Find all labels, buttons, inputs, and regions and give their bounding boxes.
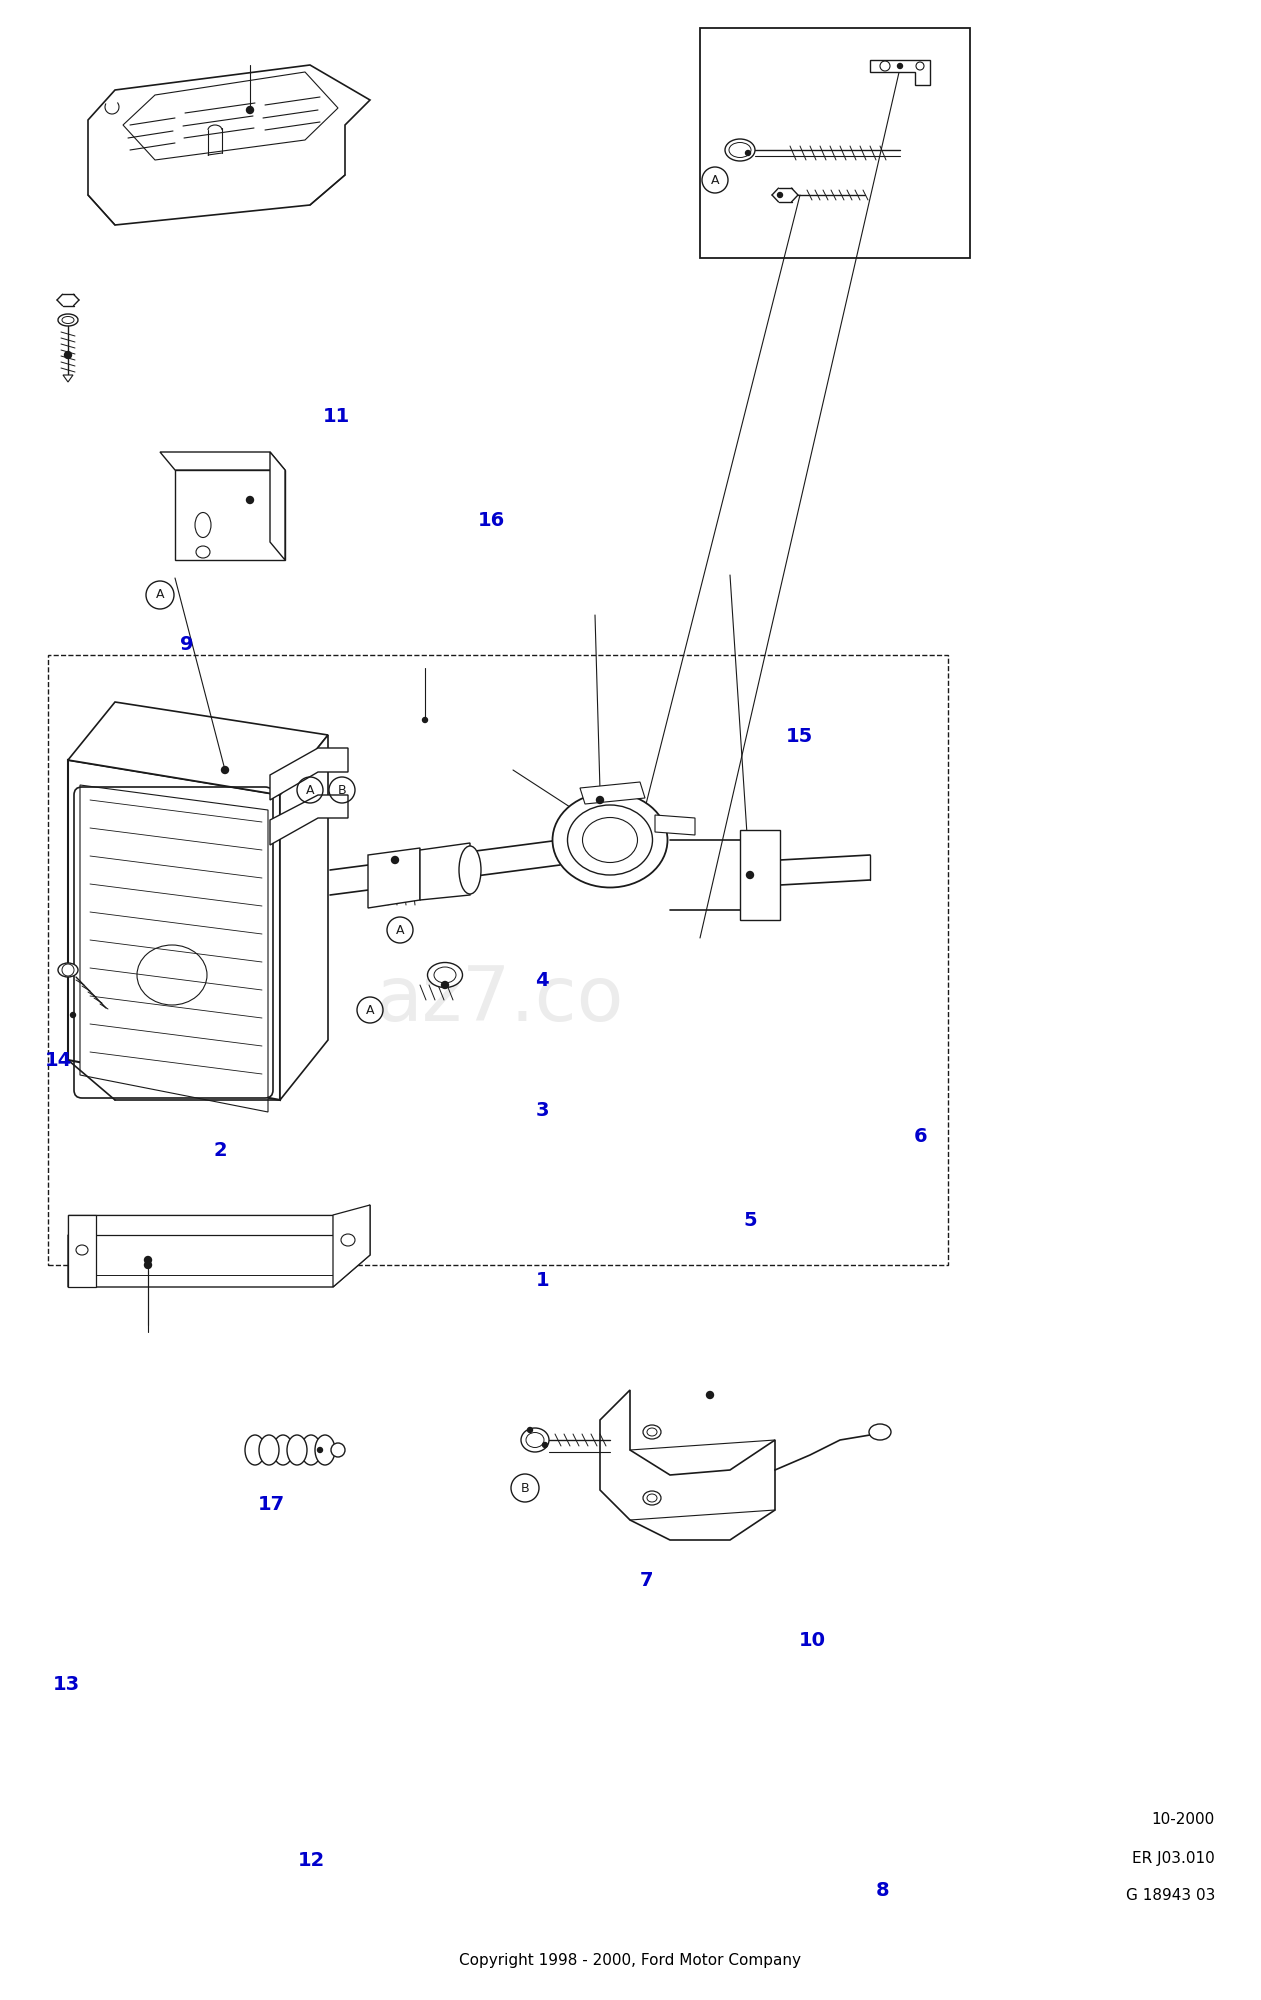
Ellipse shape [245,1436,265,1464]
Text: 9: 9 [180,634,193,654]
Text: 7: 7 [641,1570,653,1590]
Text: A: A [156,588,164,602]
Ellipse shape [301,1436,322,1464]
Text: az7.co: az7.co [376,964,624,1036]
Ellipse shape [259,1436,279,1464]
Circle shape [318,1448,323,1452]
Text: 11: 11 [323,406,351,426]
Text: 17: 17 [257,1494,285,1514]
Polygon shape [333,1204,369,1288]
Circle shape [222,766,228,774]
Ellipse shape [552,792,667,888]
Bar [700,28,970,258]
Polygon shape [654,816,695,836]
Polygon shape [420,844,470,900]
Text: Copyright 1998 - 2000, Ford Motor Company: Copyright 1998 - 2000, Ford Motor Compan… [459,1952,801,1968]
Circle shape [64,352,72,358]
Polygon shape [68,1204,369,1288]
Polygon shape [160,452,285,470]
Circle shape [246,106,253,114]
Polygon shape [740,830,781,920]
Ellipse shape [869,1424,892,1440]
Circle shape [527,1428,532,1432]
Text: 13: 13 [53,1674,81,1694]
Polygon shape [600,1390,776,1540]
Ellipse shape [288,1436,306,1464]
Polygon shape [368,848,420,908]
Circle shape [71,1012,76,1018]
Polygon shape [68,702,328,794]
Circle shape [145,1256,151,1264]
Ellipse shape [643,1492,661,1504]
Text: 16: 16 [478,510,506,530]
Circle shape [745,150,750,156]
Circle shape [246,496,253,504]
Text: B: B [338,784,347,796]
Ellipse shape [58,964,78,976]
Circle shape [391,856,398,864]
Text: 6: 6 [914,1126,927,1146]
Text: 10: 10 [798,1630,826,1650]
Text: A: A [305,784,314,796]
Ellipse shape [330,1444,346,1456]
Polygon shape [270,452,285,560]
Polygon shape [870,60,931,84]
Circle shape [778,192,783,198]
Bar [48,656,948,1266]
Polygon shape [580,782,644,804]
Text: G 18943 03: G 18943 03 [1126,1888,1216,1904]
Text: 8: 8 [876,1880,889,1900]
Text: 10-2000: 10-2000 [1151,1812,1216,1828]
Circle shape [145,1262,151,1268]
Text: A: A [396,924,405,936]
Polygon shape [68,1214,96,1288]
Circle shape [706,1392,714,1398]
Polygon shape [124,72,338,160]
Text: 14: 14 [44,1050,72,1070]
Text: 3: 3 [536,1100,549,1120]
Polygon shape [270,794,348,844]
Circle shape [747,872,754,878]
Ellipse shape [643,1424,661,1440]
Polygon shape [79,784,269,1112]
Polygon shape [270,748,348,800]
Polygon shape [63,376,73,382]
Text: ER J03.010: ER J03.010 [1132,1850,1216,1866]
Ellipse shape [427,962,463,988]
Text: A: A [711,174,719,186]
Polygon shape [68,760,280,1100]
Polygon shape [280,734,328,1100]
Ellipse shape [459,846,480,894]
Circle shape [898,64,903,68]
Polygon shape [88,64,369,224]
Text: 5: 5 [744,1210,757,1230]
Text: 4: 4 [536,970,549,990]
Circle shape [596,796,604,804]
Polygon shape [175,470,285,560]
Polygon shape [68,1214,333,1234]
Ellipse shape [521,1428,549,1452]
Text: 12: 12 [298,1850,325,1870]
Text: A: A [366,1004,375,1016]
Ellipse shape [315,1436,335,1464]
Text: 1: 1 [536,1270,549,1290]
Ellipse shape [725,140,755,162]
Ellipse shape [272,1436,293,1464]
Circle shape [422,718,427,722]
Text: B: B [521,1482,530,1494]
Text: 2: 2 [214,1140,227,1160]
Circle shape [441,982,449,988]
Text: 15: 15 [786,726,813,746]
Circle shape [542,1442,547,1448]
